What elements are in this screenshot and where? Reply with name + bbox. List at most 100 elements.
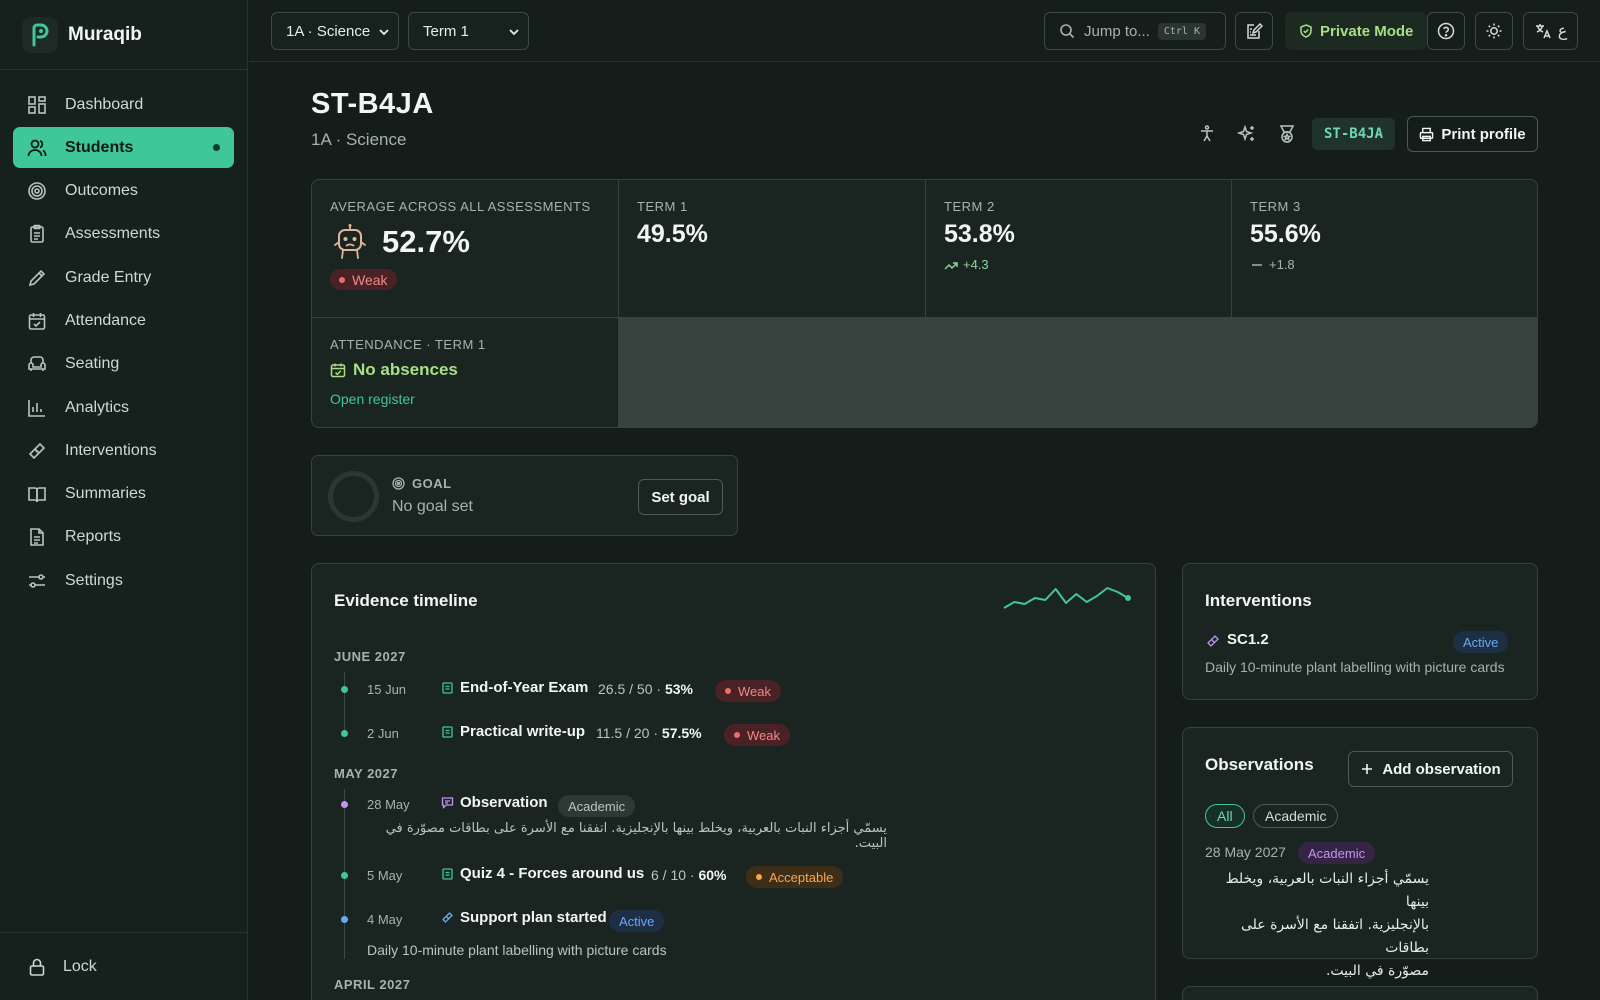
class-select-value: 1A · Science (286, 22, 371, 40)
sidebar-item-label: Attendance (65, 311, 146, 329)
bar-chart-icon (28, 399, 45, 417)
interventions-card: Interventions SC1.2 Active Daily 10-minu… (1182, 563, 1538, 700)
users-icon (27, 139, 47, 156)
entry-score: 26.5 / 50 · 53% (598, 681, 693, 697)
printer-icon (1420, 127, 1434, 141)
sidebar-item-settings[interactable]: Settings (13, 560, 234, 601)
print-profile-label: Print profile (1441, 125, 1526, 143)
average-value: 52.7% (382, 224, 470, 259)
sidebar-item-dashboard[interactable]: Dashboard (13, 84, 234, 125)
average-stat: Average across all assessments 52.7% Wea… (312, 180, 619, 318)
private-mode-toggle[interactable]: Private Mode (1285, 12, 1428, 50)
filter-all-chip[interactable]: All (1205, 804, 1245, 828)
filter-academic-chip[interactable]: Academic (1253, 804, 1339, 828)
active-indicator-dot (213, 144, 220, 152)
term3-label: Term 3 (1250, 199, 1301, 214)
observation-note-line: بالإنجليزية. اتفقنا مع الأسرة على بطاقات (1240, 917, 1429, 956)
bandage-icon (28, 442, 46, 460)
lock-button[interactable]: Lock (0, 932, 247, 1000)
entry-title: Support plan started (460, 909, 607, 926)
term-select[interactable]: Term 1 (408, 12, 529, 50)
entry-status-badge: Active (609, 910, 665, 932)
stats-panel: Average across all assessments 52.7% Wea… (311, 179, 1538, 428)
sidebar-item-seating[interactable]: Seating (13, 344, 234, 385)
sidebar-item-label: Analytics (65, 398, 130, 416)
print-profile-button[interactable]: Print profile (1407, 116, 1538, 152)
app-name: Muraqib (68, 23, 142, 45)
open-register-link[interactable]: Open register (330, 391, 415, 407)
quick-note-button[interactable] (1235, 12, 1273, 50)
help-button[interactable] (1427, 12, 1465, 50)
pencil-icon (28, 269, 46, 286)
set-goal-button[interactable]: Set goal (638, 479, 723, 515)
interventions-title: Interventions (1205, 591, 1312, 610)
sidebar-item-summaries[interactable]: Summaries (13, 474, 234, 515)
target-icon (28, 182, 46, 200)
armchair-icon (28, 356, 46, 372)
sidebar-item-label: Students (65, 138, 134, 156)
goal-label: GOAL (392, 476, 452, 491)
sidebar-item-attendance[interactable]: Attendance (13, 300, 234, 341)
sidebar-item-analytics[interactable]: Analytics (13, 387, 234, 428)
sidebar-item-students[interactable]: Students (13, 127, 234, 169)
theme-toggle-button[interactable] (1475, 12, 1513, 50)
jump-to-search[interactable]: Jump to... Ctrl K (1044, 12, 1226, 50)
search-icon (1060, 24, 1075, 39)
term3-delta: +1.8 (1250, 257, 1521, 272)
sidebar-item-label: Grade Entry (65, 268, 152, 286)
file-text-icon (30, 528, 44, 547)
entry-score: 11.5 / 20 · 57.5% (596, 725, 702, 741)
goal-progress-ring (328, 471, 379, 522)
sidebar-item-assessments[interactable]: Assessments (13, 214, 234, 255)
chevron-down-icon (379, 29, 389, 36)
entry-category-badge: Academic (558, 795, 636, 817)
timeline-month: JUNE 2027 (334, 649, 406, 664)
sun-icon (1486, 23, 1502, 39)
attendance-status: No absences (330, 360, 600, 380)
brand[interactable]: Muraqib (0, 0, 247, 70)
page-subtitle: 1A · Science (311, 130, 407, 149)
medal-icon[interactable] (1277, 124, 1297, 144)
sidebar-item-label: Dashboard (65, 95, 144, 113)
sidebar-item-label: Assessments (65, 225, 161, 243)
attendance-label: Attendance · Term 1 (330, 337, 486, 352)
bandage-icon (1207, 635, 1219, 647)
add-observation-button[interactable]: Add observation (1348, 751, 1513, 787)
language-toggle-button[interactable]: ع (1523, 12, 1578, 50)
term2-delta: +4.3 (944, 257, 1213, 272)
class-select[interactable]: 1A · Science (271, 12, 399, 50)
language-label: ع (1557, 23, 1568, 40)
term1-value: 49.5% (637, 220, 708, 248)
clipboard-icon (442, 682, 453, 694)
shield-check-icon (1300, 24, 1312, 38)
term2-stat: Term 2 53.8% +4.3 (926, 180, 1232, 318)
accessibility-icon[interactable] (1197, 124, 1217, 144)
sidebar-item-label: Reports (65, 528, 122, 546)
sidebar-item-reports[interactable]: Reports (13, 517, 234, 558)
minus-icon (1252, 263, 1262, 266)
page-title: ST-B4JA (311, 88, 434, 120)
intervention-code[interactable]: SC1.2 (1227, 631, 1269, 648)
sidebar-item-interventions[interactable]: Interventions (13, 430, 234, 471)
lock-label: Lock (63, 957, 97, 975)
sidebar-item-label: Outcomes (65, 182, 138, 200)
sidebar-item-label: Seating (65, 355, 120, 373)
entry-date: 15 Jun (367, 682, 407, 697)
trending-up-icon (944, 261, 958, 270)
entry-date: 5 May (367, 868, 403, 883)
sliders-icon (29, 573, 45, 588)
sidebar-item-grade-entry[interactable]: Grade Entry (13, 257, 234, 298)
entry-note: يسمّي أجزاء النبات بالعربية، ويخلط بينها… (385, 821, 887, 851)
timeline-dot (341, 916, 348, 923)
clipboard-icon (442, 868, 453, 880)
calendar-check-icon (28, 312, 46, 330)
entry-date: 4 May (367, 912, 403, 927)
timeline-dot (341, 801, 348, 808)
message-square-icon (441, 797, 454, 809)
sparkline-path (1003, 587, 1129, 609)
mascot-worried-icon (334, 224, 366, 259)
sidebar-item-outcomes[interactable]: Outcomes (13, 171, 234, 212)
sidebar-item-label: Summaries (65, 485, 146, 503)
sparkles-icon[interactable] (1237, 124, 1257, 144)
sidebar-nav: Dashboard Students Outcomes Assessments … (0, 70, 247, 618)
